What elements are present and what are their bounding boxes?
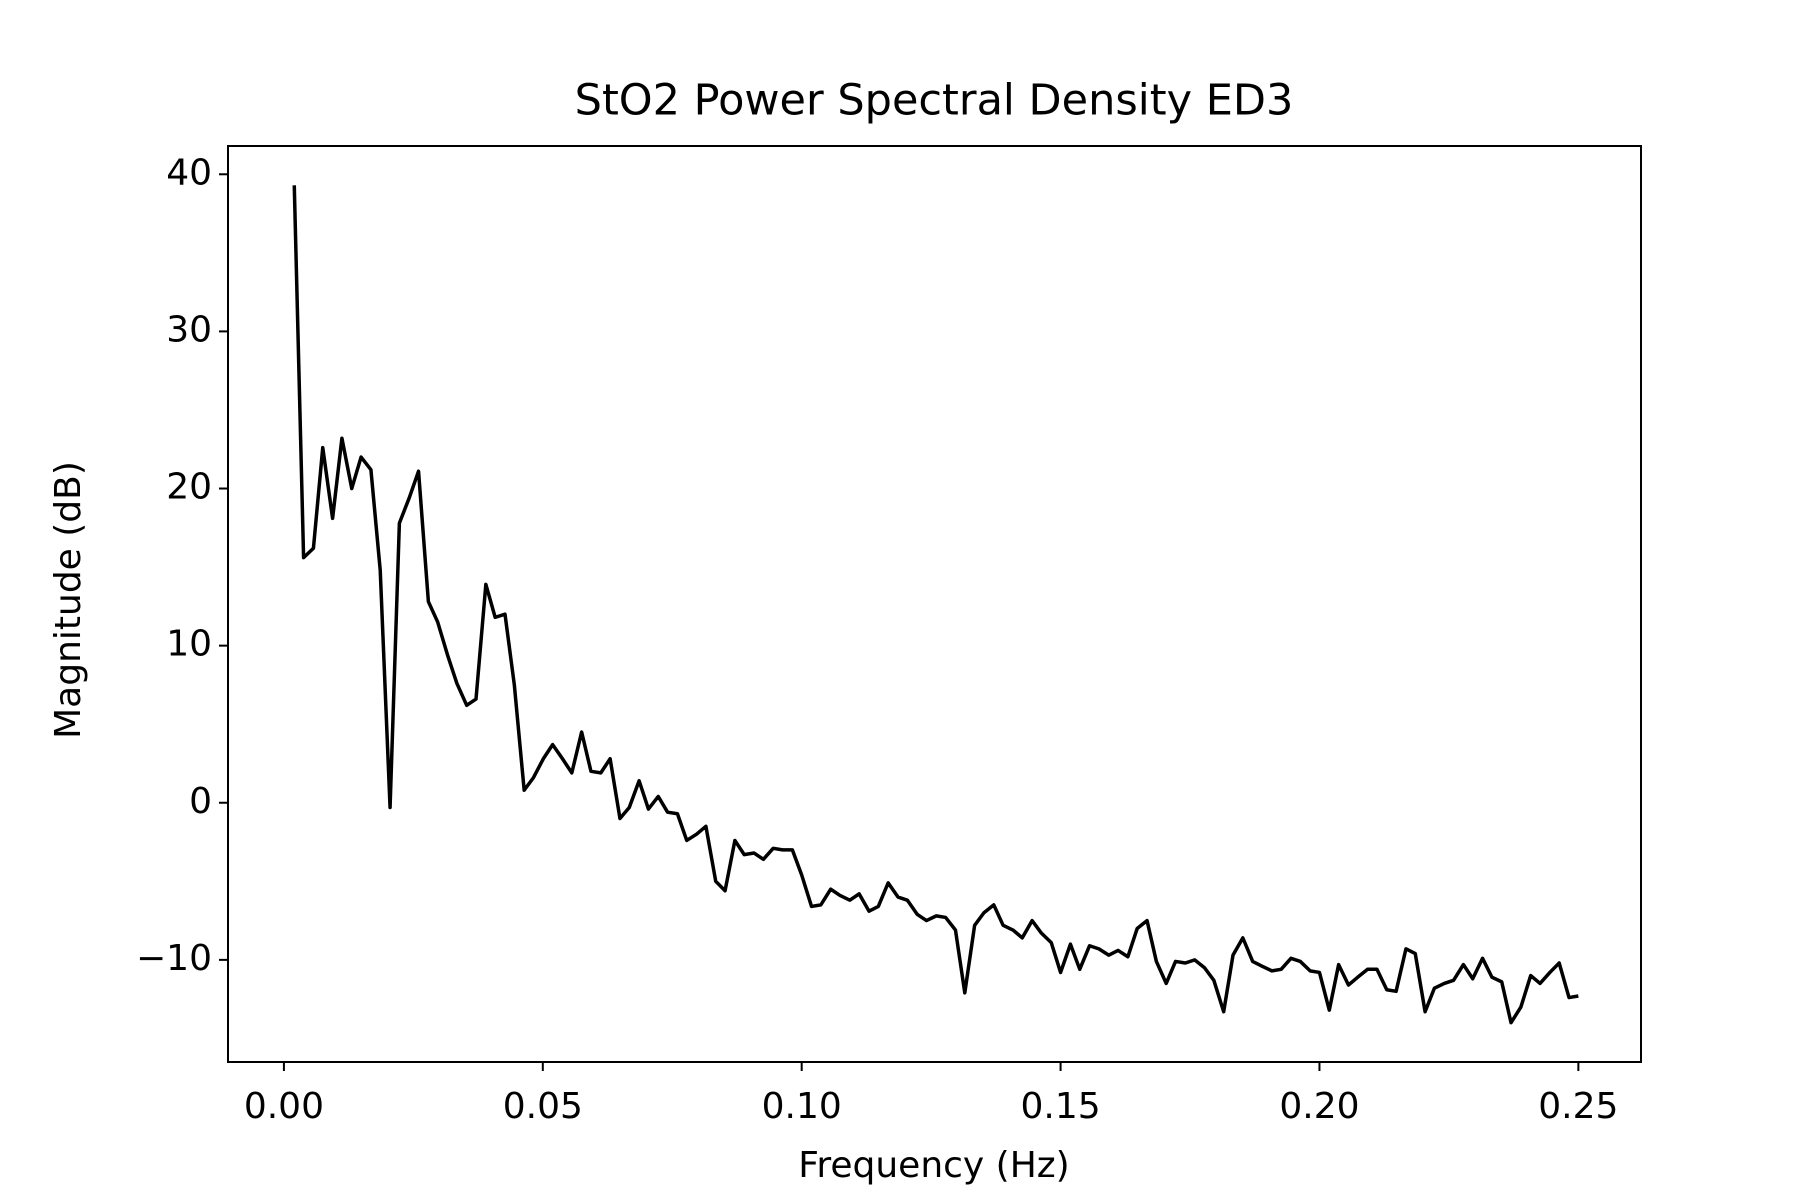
y-tick-label: 10 <box>166 624 212 665</box>
x-tick-label: 0.00 <box>244 1086 324 1127</box>
y-tick-label: 40 <box>166 152 212 193</box>
y-axis-label: Magnitude (dB) <box>48 461 89 739</box>
chart-title: StO2 Power Spectral Density ED3 <box>575 76 1294 126</box>
x-tick-label: 0.05 <box>503 1086 583 1127</box>
x-tick-label: 0.15 <box>1020 1086 1100 1127</box>
y-tick-label: 0 <box>189 781 212 822</box>
y-tick-label: 20 <box>166 467 212 508</box>
y-tick-label: −10 <box>136 938 212 979</box>
x-axis-label: Frequency (Hz) <box>798 1145 1069 1186</box>
line-series <box>292 185 1579 1025</box>
x-tick-label: 0.10 <box>762 1086 842 1127</box>
plot-frame <box>227 145 1642 1063</box>
x-tick-label: 0.25 <box>1538 1086 1618 1127</box>
y-tick-label: 30 <box>166 309 212 350</box>
x-tick-label: 0.20 <box>1279 1086 1359 1127</box>
